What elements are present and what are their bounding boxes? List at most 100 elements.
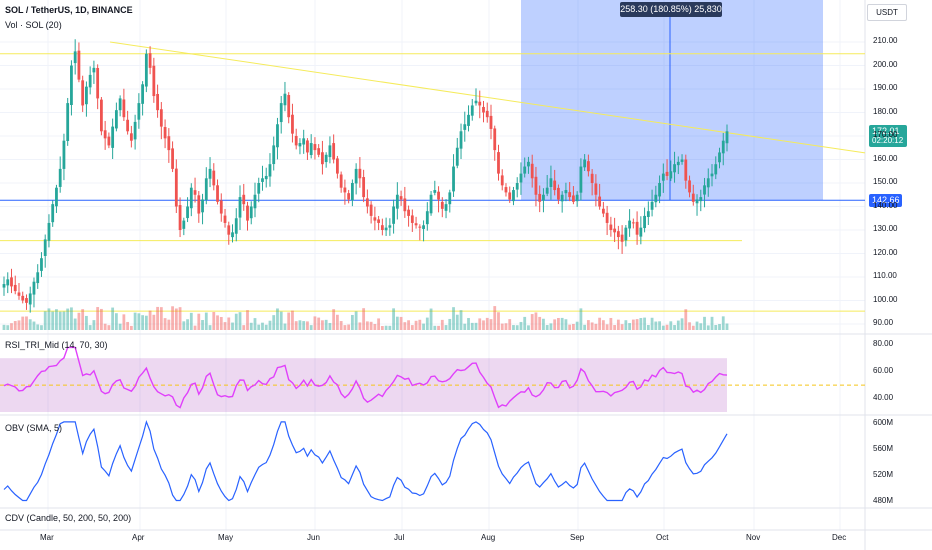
candle-body (388, 225, 392, 228)
volume-bar (96, 307, 100, 330)
candle-body (508, 192, 512, 200)
volume-bar (347, 324, 351, 330)
rsi-panel (0, 346, 865, 412)
candle-body (249, 206, 253, 219)
volume-bar (238, 312, 242, 330)
candle-body (276, 124, 279, 148)
volume-bar (171, 306, 174, 330)
price-tick-label: 160.00 (873, 153, 898, 163)
candle-body (302, 138, 306, 145)
obv-panel-title[interactable]: OBV (SMA, 5) (5, 423, 63, 433)
candle-body (25, 298, 28, 303)
volume-bar (178, 307, 182, 330)
candle-body (264, 175, 268, 180)
candle-body (485, 110, 489, 118)
candle-body (661, 173, 665, 181)
volume-bar (429, 308, 433, 330)
currency-badge[interactable]: USDT (867, 4, 907, 21)
volume-bar (512, 325, 515, 330)
candle-body (298, 143, 302, 147)
candle-body (336, 158, 339, 174)
candle-body (624, 227, 628, 241)
volume-bar (613, 325, 617, 330)
candle-body (111, 126, 115, 148)
rsi-tick-label: 60.00 (873, 365, 894, 375)
candles (2, 39, 729, 313)
candle-body (141, 84, 145, 104)
candle-body (309, 143, 313, 156)
candle-body (6, 279, 10, 286)
volume-bar (538, 316, 542, 330)
candle-body (631, 222, 635, 224)
candle-body (163, 127, 167, 139)
descending-trendline[interactable] (109, 41, 866, 154)
obv-tick-label: 600M (873, 418, 894, 428)
volume-bar (661, 325, 665, 330)
volume-bar (309, 325, 313, 330)
candle-body (40, 258, 43, 271)
obv-line (3, 419, 728, 502)
candle-body (635, 221, 639, 235)
volume-bar (99, 308, 103, 330)
volume-bar (523, 316, 527, 330)
candle-body (13, 284, 17, 292)
candle-body (474, 100, 478, 104)
volume-bar (126, 321, 130, 330)
candle-body (710, 173, 714, 177)
volume-bar (107, 325, 111, 330)
candle-body (343, 187, 347, 193)
candle-body (643, 215, 646, 229)
candle-body (676, 161, 680, 166)
volume-bar (350, 314, 354, 330)
candle-body (70, 65, 73, 106)
volume-bar (646, 325, 650, 330)
month-label: Mar (40, 533, 54, 542)
volume-bar (418, 319, 422, 330)
volume-bar (590, 322, 594, 330)
candle-body (714, 164, 718, 175)
candle-body (444, 204, 448, 211)
candle-body (204, 178, 208, 200)
volume-bar (13, 321, 17, 330)
obv-tick-label: 520M (873, 470, 894, 479)
rsi-panel-title[interactable]: RSI_TRI_Mid (14, 70, 30) (5, 340, 108, 350)
candle-body (482, 106, 485, 113)
volume-bar (204, 312, 208, 330)
candle-body (332, 143, 336, 160)
cdv-panel-title[interactable]: CDV (Candle, 50, 200, 50, 200) (5, 513, 132, 523)
volume-bar (643, 317, 646, 330)
candle-body (55, 187, 58, 207)
candle-body (152, 65, 156, 97)
candle-body (246, 205, 249, 221)
candle-body (144, 53, 148, 87)
volume-bar (650, 317, 654, 330)
volume-bar (242, 325, 246, 330)
volume-indicator-label[interactable]: Vol · SOL (20) (5, 20, 62, 30)
volume-bar (388, 325, 392, 330)
volume-bar (167, 319, 171, 330)
volume-bar (557, 318, 560, 330)
candle-body (324, 154, 328, 163)
volume-bar (336, 314, 339, 330)
candle-body (572, 195, 575, 202)
volume-bar (493, 306, 497, 330)
volume-bar (721, 316, 725, 330)
candle-body (665, 171, 669, 176)
candle-body (227, 225, 231, 235)
obv-panel (3, 419, 728, 502)
volume-bar (444, 325, 448, 330)
volume-bar (658, 321, 661, 330)
volume-bar (212, 311, 216, 330)
candle-body (347, 193, 351, 200)
candle-body (137, 103, 141, 120)
volume-bar (403, 322, 407, 330)
volume-bar (377, 318, 381, 330)
volume-bar (380, 325, 384, 330)
candle-body (231, 232, 234, 238)
volume-bar (268, 320, 272, 330)
candle-body (186, 206, 189, 219)
candle-body (725, 131, 729, 144)
volume-bar (467, 318, 470, 330)
candle-body (197, 195, 201, 214)
